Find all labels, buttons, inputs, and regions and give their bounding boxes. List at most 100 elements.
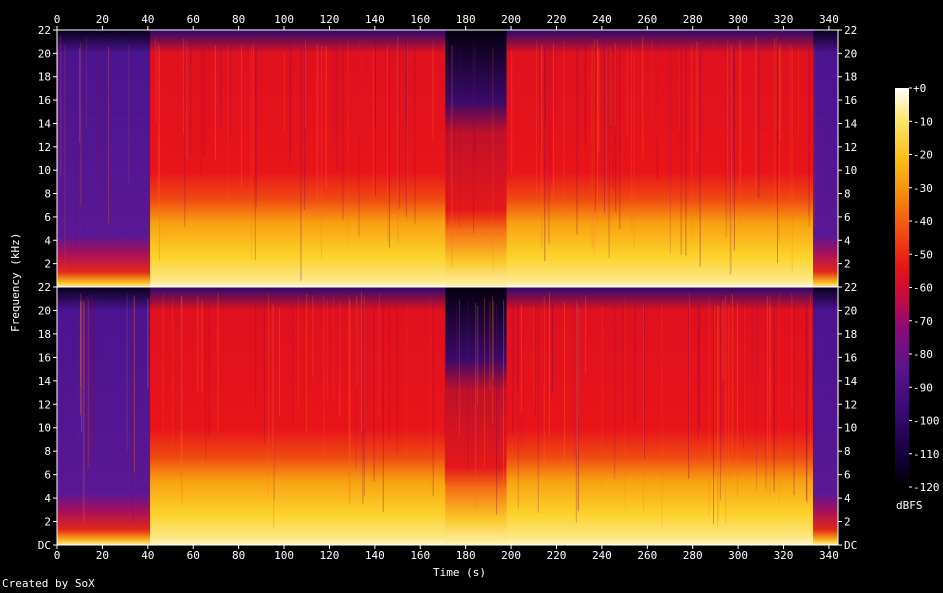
- spectrogram-streak: [577, 300, 579, 512]
- y-tick-label: 4: [844, 234, 851, 247]
- spectrogram-streak: [812, 305, 814, 511]
- spectrogram-streak: [615, 49, 617, 212]
- spectrogram-streak: [729, 50, 731, 275]
- spectrogram-streak: [454, 41, 456, 149]
- spectrogram-streak: [263, 301, 265, 444]
- y-tick-label: 12: [844, 398, 857, 411]
- spectrogram-streak: [387, 45, 389, 243]
- spectrogram-streak: [79, 48, 81, 143]
- spectrogram-segment: [150, 287, 446, 545]
- y-tick-label: 22: [38, 281, 51, 294]
- x-tick-label: 40: [141, 549, 154, 562]
- colorbar-tick-label: -10: [913, 115, 933, 128]
- spectrogram-streak: [229, 39, 231, 139]
- spectrogram-streak: [76, 46, 78, 217]
- spectrogram-streak: [697, 292, 699, 439]
- spectrogram-streak: [577, 303, 579, 510]
- y-tick-label: 4: [44, 492, 51, 505]
- spectrogram-streak: [678, 47, 680, 132]
- y-tick-label: 18: [38, 71, 51, 84]
- spectrogram-streak: [634, 306, 636, 422]
- colorbar-tick-label: -60: [913, 282, 933, 295]
- spectrogram-streak: [477, 305, 479, 404]
- spectrogram-streak: [181, 295, 183, 503]
- spectrogram-streak: [180, 303, 182, 430]
- spectrogram-streak: [473, 40, 475, 234]
- spectrogram-streak: [727, 38, 729, 227]
- spectrogram-streak: [378, 293, 380, 418]
- spectrogram-streak: [593, 38, 595, 252]
- spectrogram-streak: [332, 293, 334, 398]
- y-tick-label: DC: [38, 539, 51, 552]
- spectrogram-streak: [769, 294, 771, 422]
- spectrogram-streak: [451, 45, 453, 268]
- spectrogram-streak: [82, 37, 84, 232]
- spectrogram-streak: [75, 44, 77, 247]
- y-tick-label: 6: [844, 211, 851, 224]
- y-tick-label: 2: [844, 258, 851, 271]
- spectrogram-streak: [731, 293, 733, 455]
- spectrogram-streak: [806, 306, 808, 504]
- spectrogram-streak: [578, 307, 580, 417]
- spectrogram-streak: [184, 48, 186, 227]
- spectrogram-streak: [253, 44, 255, 176]
- spectrogram-streak: [267, 292, 269, 498]
- spectrogram-streak: [80, 293, 82, 387]
- spectrogram-streak: [312, 295, 314, 378]
- spectrogram-streak: [614, 42, 616, 125]
- spectrogram-segment: [813, 30, 839, 287]
- x-tick-label: 340: [819, 549, 839, 562]
- spectrogram-streak: [359, 42, 361, 139]
- y-tick-label: 10: [38, 422, 51, 435]
- spectrogram-streak: [87, 298, 89, 468]
- y-tick-label: 20: [38, 304, 51, 317]
- x-tick-label: 180: [456, 13, 476, 26]
- spectrogram-streak: [467, 300, 469, 470]
- spectrogram-streak: [289, 41, 291, 165]
- x-tick-label: 20: [96, 13, 109, 26]
- spectrogram-streak: [755, 36, 757, 190]
- x-tick-label: 280: [683, 13, 703, 26]
- spectrogram-streak: [594, 45, 596, 212]
- spectrogram-streak: [624, 297, 626, 508]
- spectrogram-streak: [97, 296, 99, 452]
- spectrogram-streak: [347, 40, 349, 247]
- spectrogram-streak: [58, 44, 60, 158]
- spectrogram-streak: [512, 295, 514, 435]
- spectrogram-streak: [534, 292, 536, 416]
- spectrogram-streak: [722, 300, 724, 379]
- colorbar-tick-label: -90: [913, 381, 933, 394]
- spectrogram-streak: [776, 35, 778, 133]
- spectrogram-streak: [778, 47, 780, 243]
- spectrogram-streak: [661, 302, 663, 528]
- spectrogram-streak: [601, 305, 603, 486]
- spectrogram-streak: [533, 305, 535, 404]
- x-tick-label: 140: [365, 13, 385, 26]
- spectrogram-streak: [791, 293, 793, 409]
- spectrogram-streak: [805, 295, 807, 501]
- spectrogram-streak: [72, 295, 74, 445]
- y-tick-label: 14: [38, 117, 52, 130]
- spectrogram-streak: [444, 306, 446, 483]
- colorbar-unit: dBFS: [896, 499, 923, 512]
- spectrogram-streak: [162, 293, 164, 434]
- spectrogram-streak: [142, 304, 144, 405]
- spectrogram-streak: [159, 45, 161, 261]
- spectrogram-streak: [730, 45, 732, 273]
- spectrogram-streak: [511, 49, 513, 175]
- spectrogram-streak: [713, 36, 715, 161]
- spectrogram-segment: [57, 30, 151, 287]
- spectrogram-streak: [733, 47, 735, 251]
- y-tick-label: 16: [38, 94, 51, 107]
- spectrogram-streak: [157, 42, 159, 198]
- spectrogram-streak: [432, 38, 434, 125]
- spectrogram-streak: [201, 300, 203, 394]
- spectrogram-streak: [203, 44, 205, 158]
- spectrogram-streak: [190, 36, 192, 156]
- spectrogram-streak: [325, 45, 327, 188]
- y-tick-label: 6: [44, 469, 51, 482]
- spectrogram-streak: [824, 42, 826, 163]
- y-tick-label: 16: [844, 351, 857, 364]
- spectrogram-segment: [506, 287, 621, 545]
- spectrogram-streak: [548, 42, 550, 245]
